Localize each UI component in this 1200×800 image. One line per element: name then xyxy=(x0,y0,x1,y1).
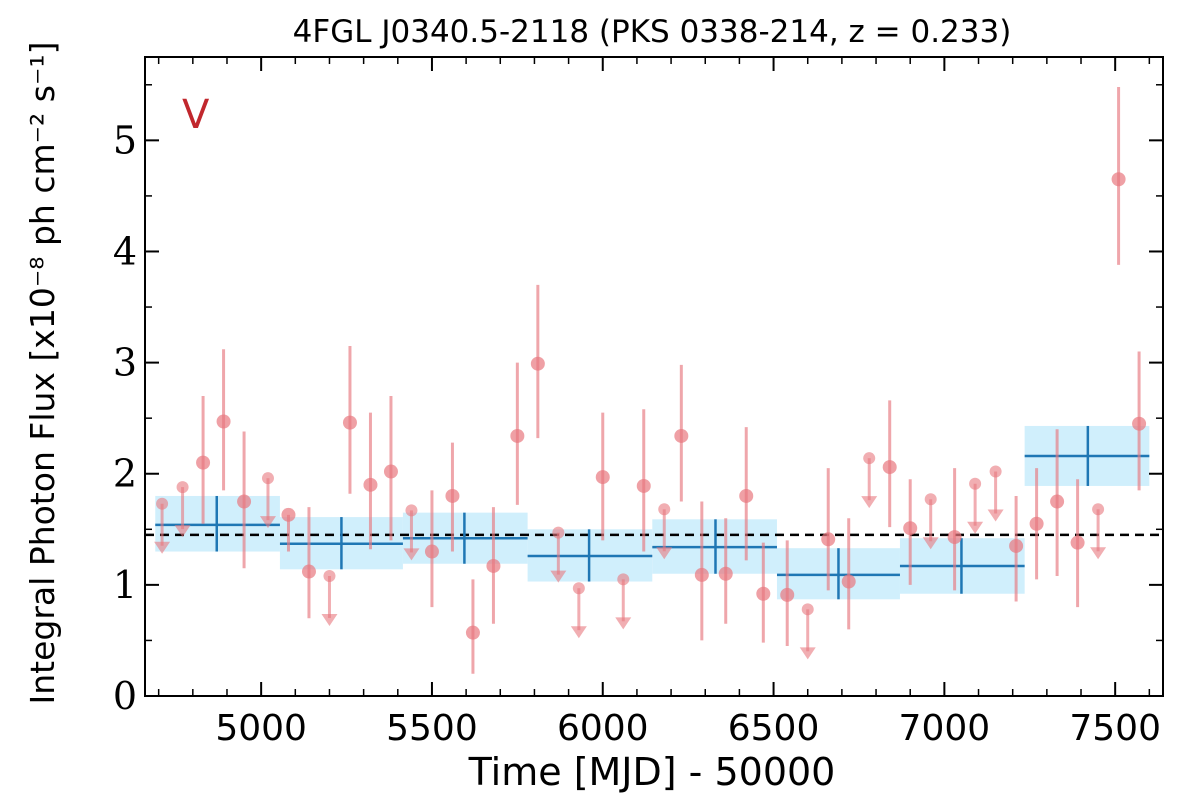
upper-limit-point xyxy=(1092,503,1105,516)
flux-point xyxy=(1050,494,1065,509)
upper-limit-arrow xyxy=(922,537,939,550)
upper-limit-point xyxy=(969,477,982,490)
upper-limit-arrow xyxy=(967,521,984,534)
flux-point xyxy=(674,428,689,443)
upper-limit-point xyxy=(658,503,671,516)
panel-annotation: V xyxy=(182,92,210,138)
upper-limit-point xyxy=(572,582,585,595)
flux-point xyxy=(756,586,771,601)
x-tick-label: 5000 xyxy=(215,708,307,749)
upper-limit-arrow xyxy=(656,547,673,560)
flux-point xyxy=(694,567,709,582)
upper-limit-arrow xyxy=(174,525,191,538)
flux-point xyxy=(363,477,378,492)
upper-limit-point xyxy=(176,481,189,494)
flux-point xyxy=(486,558,501,573)
y-tick-label: 2 xyxy=(113,452,137,496)
y-tick-label: 5 xyxy=(113,118,137,162)
upper-limit-arrow xyxy=(987,509,1004,522)
flux-point xyxy=(237,494,252,509)
flux-point xyxy=(216,414,231,429)
upper-limit-point xyxy=(156,497,169,510)
y-tick-label: 0 xyxy=(113,674,137,718)
upper-limit-point xyxy=(552,526,565,539)
upper-limit-point xyxy=(801,603,814,616)
plot-frame xyxy=(144,56,1164,697)
flux-point xyxy=(1029,516,1044,531)
flux-point xyxy=(636,478,651,493)
plot-area: 5000 5500 6000 6500 7000 7500 0 1 2 3 4 5 xyxy=(113,57,1163,749)
flux-point xyxy=(1009,538,1024,553)
flux-point xyxy=(445,488,460,503)
flux-point xyxy=(196,455,211,470)
flux-point xyxy=(595,470,610,485)
upper-limit-point xyxy=(989,465,1002,478)
x-tick-label: 6500 xyxy=(728,708,820,749)
flux-point xyxy=(1070,535,1085,550)
x-tick-label: 5500 xyxy=(386,708,478,749)
upper-limit-arrow xyxy=(861,496,878,509)
y-axis-label: Integral Photon Flux [x10⁻⁸ ph cm⁻² s⁻¹] xyxy=(23,42,62,705)
x-axis-label: Time [MJD] - 50000 xyxy=(468,750,836,794)
upper-limit-point xyxy=(617,573,630,586)
chart-title: 4FGL J0340.5-2118 (PKS 0338-214, z = 0.2… xyxy=(293,14,1012,50)
flux-point xyxy=(383,464,398,479)
flux-point xyxy=(424,544,439,559)
upper-limit-arrow xyxy=(799,647,816,660)
flux-point xyxy=(1132,416,1147,431)
flux-point xyxy=(465,625,480,640)
flux-point xyxy=(780,587,795,602)
flux-point xyxy=(821,532,836,547)
y-tick-label: 1 xyxy=(113,563,137,607)
flux-point xyxy=(903,521,918,536)
flux-point xyxy=(718,566,733,581)
upper-limit-arrow xyxy=(259,516,276,529)
flux-point xyxy=(841,574,856,589)
upper-limit-arrow xyxy=(154,541,171,554)
upper-limit-point xyxy=(924,493,937,506)
y-tick-label: 4 xyxy=(113,229,137,273)
flux-point xyxy=(342,415,357,430)
x-tick-label: 6000 xyxy=(557,708,649,749)
flux-point xyxy=(530,356,545,371)
upper-limit-point xyxy=(261,472,274,485)
upper-limit-arrow xyxy=(550,570,567,583)
flux-point xyxy=(739,488,754,503)
upper-limit-arrow xyxy=(321,613,338,626)
flux-point xyxy=(510,428,525,443)
y-tick-label: 3 xyxy=(113,341,137,385)
flux-point xyxy=(1111,172,1126,187)
x-tick-label: 7000 xyxy=(899,708,991,749)
x-tick-label: 7500 xyxy=(1069,708,1161,749)
flux-point xyxy=(281,507,296,522)
flux-point xyxy=(947,530,962,545)
upper-limit-arrow xyxy=(1090,547,1107,560)
flux-point xyxy=(301,564,316,579)
flux-point xyxy=(882,460,897,475)
upper-limit-point xyxy=(863,452,876,465)
upper-limit-arrow xyxy=(570,626,587,639)
upper-limit-point xyxy=(405,504,418,517)
upper-limit-arrow xyxy=(403,548,420,561)
upper-limit-arrow xyxy=(615,617,632,630)
upper-limit-point xyxy=(323,569,336,582)
